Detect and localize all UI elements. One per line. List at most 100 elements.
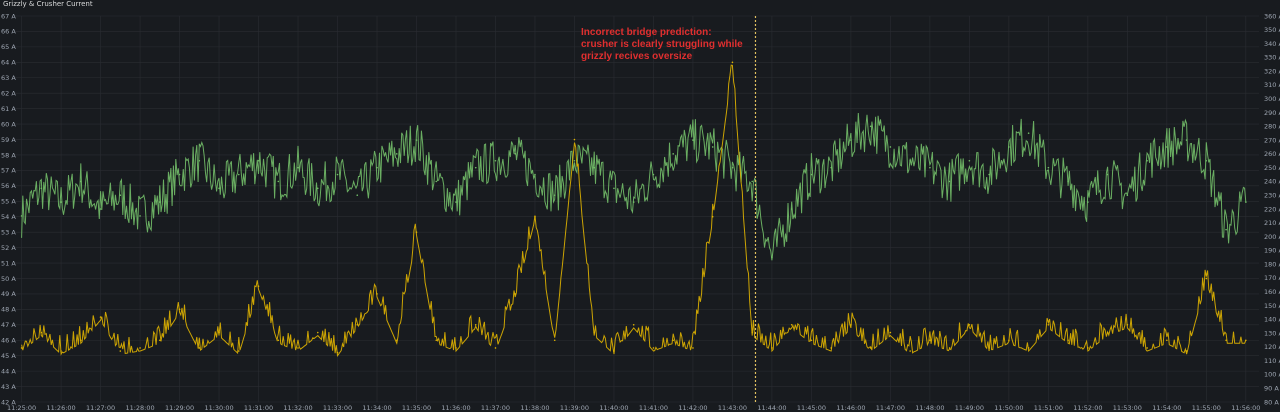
data-point	[1027, 132, 1030, 134]
x-tick-label: 11:53:00	[1113, 404, 1142, 412]
x-tick-label: 11:54:00	[1152, 404, 1181, 412]
data-point	[573, 138, 576, 141]
data-point	[1126, 324, 1129, 326]
x-tick-label: 11:45:00	[797, 404, 826, 412]
data-point	[356, 194, 359, 197]
data-point	[534, 173, 536, 176]
data-point	[198, 159, 201, 162]
data-point	[1245, 339, 1247, 342]
y-right-tick-label: 130 A	[1264, 329, 1280, 337]
right-axis: 360 A 350 A 340 A 330 A 320 A 310 A 300 A 290 A…	[1264, 12, 1280, 406]
data-point	[850, 324, 852, 326]
data-point	[593, 331, 596, 334]
data-point	[889, 146, 892, 148]
y-right-tick-label: 230 A	[1264, 192, 1280, 200]
x-tick-label: 11:41:00	[639, 404, 668, 412]
y-right-tick-label: 270 A	[1264, 136, 1280, 144]
data-point	[159, 339, 161, 342]
data-point	[632, 201, 635, 203]
y-left-tick-label: 59 A	[1, 136, 16, 144]
x-tick-label: 11:51:00	[1034, 404, 1063, 412]
data-point	[988, 347, 990, 349]
series-line-green	[21, 112, 1247, 261]
data-point	[474, 324, 477, 326]
y-right-tick-label: 340 A	[1264, 40, 1280, 48]
data-point	[60, 201, 62, 203]
data-point	[60, 350, 62, 352]
data-point	[297, 347, 299, 349]
x-tick-label: 11:43:00	[718, 404, 747, 412]
data-point	[711, 215, 714, 218]
data-point	[948, 180, 951, 183]
data-point	[553, 194, 556, 197]
x-tick-label: 11:26:00	[46, 404, 75, 412]
x-tick-label: 11:35:00	[402, 404, 431, 412]
x-tick-label: 11:47:00	[876, 404, 905, 412]
data-point	[692, 347, 694, 349]
data-point	[1106, 331, 1109, 334]
data-point	[751, 331, 753, 334]
x-tick-label: 11:27:00	[86, 404, 115, 412]
data-point	[810, 173, 813, 176]
data-point	[711, 146, 714, 148]
data-point	[159, 201, 161, 203]
data-point	[929, 339, 931, 342]
data-point	[415, 231, 418, 233]
data-point	[731, 166, 734, 169]
y-right-tick-label: 160 A	[1264, 288, 1280, 296]
data-point	[1008, 146, 1010, 148]
data-point	[1166, 146, 1168, 148]
x-axis: 11:25:00 11:26:00 11:27:00 11:28:00 11:29:00…	[7, 404, 1260, 412]
data-point	[1106, 173, 1109, 176]
y-left-tick-label: 67 A	[1, 12, 16, 20]
data-point	[771, 256, 773, 259]
annotation-line-1: Incorrect bridge prediction:	[581, 27, 712, 38]
y-left-tick-label: 60 A	[1, 120, 16, 128]
data-point	[534, 215, 536, 218]
y-right-tick-label: 140 A	[1264, 316, 1280, 324]
y-left-tick-label: 45 A	[1, 352, 16, 360]
data-point	[435, 180, 438, 183]
data-point	[1027, 347, 1030, 349]
data-point	[1047, 324, 1050, 326]
x-tick-label: 11:42:00	[678, 404, 707, 412]
data-point	[1225, 339, 1227, 342]
x-tick-label: 11:28:00	[125, 404, 154, 412]
data-point	[652, 347, 655, 349]
x-tick-label: 11:39:00	[560, 404, 589, 412]
data-point	[237, 350, 240, 352]
data-point	[1205, 277, 1208, 280]
data-point	[40, 187, 43, 190]
data-point	[751, 180, 753, 183]
data-point	[257, 159, 260, 162]
y-left-tick-label: 47 A	[1, 321, 16, 329]
data-point	[316, 331, 319, 334]
y-right-tick-label: 220 A	[1264, 205, 1280, 213]
data-point	[119, 194, 122, 197]
y-right-tick-label: 120 A	[1264, 343, 1280, 351]
y-left-tick-label: 52 A	[1, 244, 16, 252]
data-point	[139, 347, 141, 349]
data-point	[1225, 228, 1227, 231]
data-point	[395, 339, 398, 342]
data-point	[178, 173, 181, 176]
y-right-tick-label: 300 A	[1264, 95, 1280, 103]
data-point	[553, 339, 556, 342]
data-point	[198, 347, 201, 349]
y-left-tick-label: 63 A	[1, 74, 16, 82]
data-point	[237, 173, 240, 176]
data-point	[316, 187, 319, 190]
series-line-yellow	[21, 64, 1247, 358]
y-right-tick-label: 210 A	[1264, 219, 1280, 227]
x-tick-label: 11:40:00	[599, 404, 628, 412]
x-tick-label: 11:55:00	[1192, 404, 1221, 412]
y-right-tick-label: 200 A	[1264, 233, 1280, 241]
data-point	[80, 180, 82, 183]
data-point	[672, 339, 675, 342]
y-left-tick-label: 53 A	[1, 228, 16, 236]
x-tick-label: 11:38:00	[520, 404, 549, 412]
data-point	[376, 166, 378, 169]
panel-title[interactable]: Grizzly & Crusher Current	[3, 0, 93, 8]
left-axis: 67 A 66 A 65 A 64 A 63 A 62 A 61 A 60 A 59 A 58 A…	[1, 12, 16, 406]
